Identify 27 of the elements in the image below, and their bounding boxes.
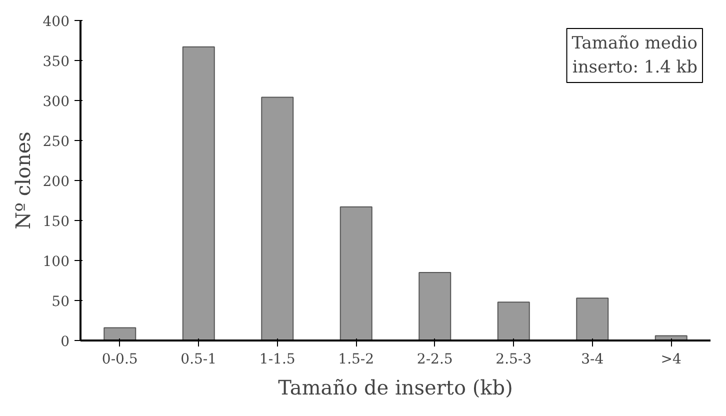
y-axis-title: Nº clones — [10, 132, 35, 230]
bar — [576, 298, 609, 340]
x-tick-label: 0.5-1 — [180, 352, 217, 368]
x-tick-label: 3-4 — [581, 352, 604, 368]
x-tick-label: 2-2.5 — [416, 352, 453, 368]
bar — [418, 272, 452, 340]
bar — [497, 302, 530, 340]
y-tick-label: 350 — [42, 54, 70, 70]
y-tick-label: 200 — [42, 174, 70, 190]
bar — [182, 46, 215, 340]
x-tick-label: 1-1.5 — [259, 352, 296, 368]
x-tick-label: 0-0.5 — [102, 352, 138, 368]
x-tick-label: >4 — [660, 352, 682, 368]
y-tick-label: 0 — [60, 334, 70, 350]
bar — [261, 96, 294, 340]
x-axis-title: Tamaño de inserto (kb) — [278, 376, 513, 400]
y-tick-label: 250 — [42, 134, 70, 150]
y-tick-label: 300 — [42, 94, 70, 110]
bar — [104, 327, 136, 340]
x-tick-label: 1.5-2 — [338, 352, 374, 368]
y-tick-label: 150 — [42, 214, 70, 230]
y-tick-label: 50 — [52, 294, 70, 310]
annotation: Tamaño medio inserto: 1.4 kb — [572, 34, 698, 78]
y-tick-label: 100 — [42, 254, 70, 270]
y-tick-label: 400 — [42, 14, 70, 30]
x-tick-label: 2.5-3 — [496, 352, 532, 368]
bar — [340, 206, 372, 340]
